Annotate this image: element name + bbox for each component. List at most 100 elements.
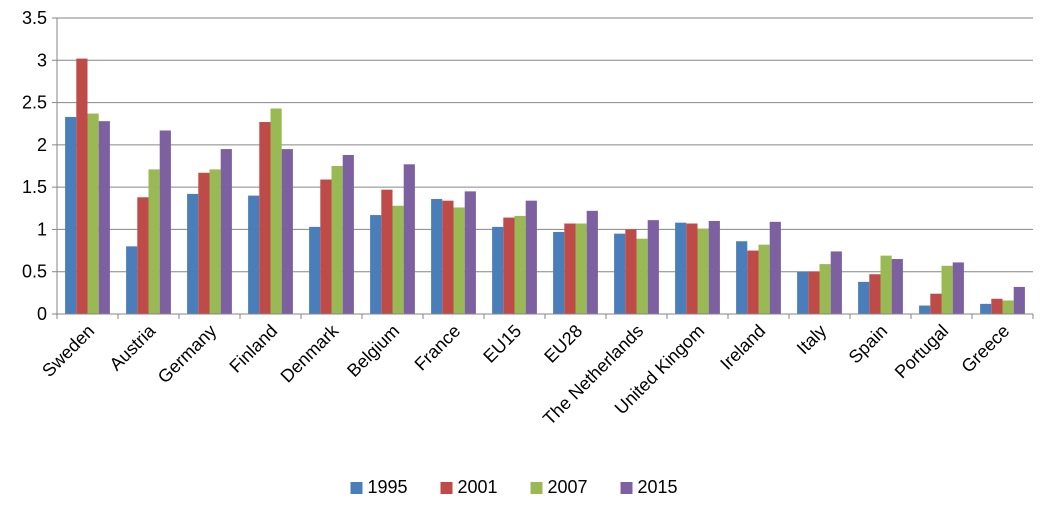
- bar-2015-denmark: [342, 155, 354, 314]
- y-tick-label: 3.5: [22, 8, 47, 28]
- bar-2007-denmark: [331, 166, 343, 314]
- bar-2001-finland: [259, 122, 271, 314]
- bar-2001-italy: [808, 271, 820, 314]
- bar-2015-portugal: [952, 262, 964, 314]
- legend-swatch: [620, 482, 633, 494]
- bar-1995-finland: [248, 195, 260, 314]
- y-tick-label: 0.5: [22, 262, 47, 282]
- legend-item-2007: 2007: [530, 477, 588, 497]
- bar-2001-sweden: [76, 58, 88, 314]
- bar-2001-greece: [991, 298, 1003, 314]
- bar-1995-united-kingom: [675, 222, 687, 314]
- bar-1995-greece: [980, 303, 992, 314]
- y-tick-label: 1: [37, 219, 47, 239]
- bar-1995-portugal: [919, 305, 931, 314]
- bar-2015-the-netherlands: [647, 220, 659, 314]
- x-tick-label: France: [411, 321, 465, 375]
- y-axis-tick-labels: 0 0.5 1 1.5 2 2.5 3 3.5: [22, 8, 47, 324]
- bars: [65, 58, 1025, 315]
- bar-2007-germany: [209, 169, 221, 314]
- legend-label: 2015: [638, 477, 678, 497]
- y-tick-label: 2: [37, 135, 47, 155]
- bar-2015-eu15: [525, 200, 537, 314]
- legend-label: 2001: [458, 477, 498, 497]
- bar-1995-germany: [187, 193, 199, 314]
- legend-item-2001: 2001: [440, 477, 498, 497]
- bar-2007-greece: [1002, 300, 1014, 314]
- x-tick-label: Austria: [106, 320, 160, 374]
- bar-1995-belgium: [370, 215, 382, 314]
- legend-label: 1995: [368, 477, 408, 497]
- bar-2015-eu28: [586, 210, 598, 314]
- x-tick-label: Belgium: [343, 321, 403, 381]
- legend: 1995 2001 2007 2015: [350, 477, 678, 497]
- bar-2015-belgium: [403, 164, 415, 314]
- bar-2015-ireland: [769, 221, 781, 314]
- x-tick-label: Portugal: [891, 321, 953, 383]
- bar-1995-the-netherlands: [614, 233, 626, 314]
- x-tick-label: Greece: [957, 321, 1013, 377]
- bar-2015-italy: [830, 251, 842, 314]
- legend-label: 2007: [548, 477, 588, 497]
- bar-2001-france: [442, 200, 454, 314]
- bar-2015-austria: [159, 130, 171, 314]
- bar-2007-spain: [880, 255, 892, 314]
- legend-swatch: [350, 482, 363, 494]
- x-tick-label: Germany: [154, 321, 220, 387]
- bar-2007-portugal: [941, 265, 953, 314]
- bar-2015-sweden: [98, 121, 110, 314]
- bar-2007-france: [453, 207, 465, 314]
- axes: [52, 17, 1034, 319]
- y-tick-label: 1.5: [22, 177, 47, 197]
- bar-2007-finland: [270, 108, 282, 315]
- bar-2001-portugal: [930, 293, 942, 314]
- bar-1995-spain: [858, 281, 870, 314]
- bar-2015-united-kingom: [708, 220, 720, 314]
- x-tick-label: Denmark: [277, 320, 343, 386]
- x-tick-label: Italy: [793, 321, 830, 358]
- bar-2001-eu28: [564, 223, 576, 314]
- bar-1995-eu15: [492, 226, 504, 314]
- bar-2015-finland: [281, 149, 293, 314]
- bar-2007-eu28: [575, 223, 587, 314]
- x-tick-label: Spain: [845, 321, 892, 368]
- bar-2015-france: [464, 191, 476, 314]
- bar-2001-ireland: [747, 250, 759, 314]
- bar-2007-sweden: [87, 113, 99, 315]
- bar-1995-ireland: [736, 241, 748, 314]
- bar-2015-greece: [1013, 286, 1025, 314]
- bar-2007-austria: [148, 169, 160, 314]
- x-tick-label: Sweden: [38, 321, 98, 381]
- bar-1995-austria: [126, 246, 138, 314]
- bar-2015-germany: [220, 149, 232, 314]
- legend-item-2015: 2015: [620, 477, 678, 497]
- bar-1995-denmark: [309, 226, 321, 314]
- bar-1995-france: [431, 198, 443, 314]
- x-tick-label: Finland: [225, 321, 281, 377]
- y-tick-label: 0: [37, 304, 47, 324]
- legend-swatch: [530, 482, 543, 494]
- bar-2001-germany: [198, 172, 210, 314]
- bar-2007-italy: [819, 264, 831, 314]
- bar-2007-the-netherlands: [636, 238, 648, 314]
- bar-2007-belgium: [392, 205, 404, 314]
- legend-item-1995: 1995: [350, 477, 408, 497]
- bar-2001-belgium: [381, 189, 393, 314]
- bar-2007-ireland: [758, 244, 770, 314]
- x-tick-label: Ireland: [716, 321, 769, 374]
- bar-1995-eu28: [553, 231, 565, 314]
- bar-1995-italy: [797, 271, 809, 314]
- bar-2001-austria: [137, 197, 149, 314]
- bar-2001-united-kingom: [686, 223, 698, 314]
- bar-2007-united-kingom: [697, 228, 709, 314]
- legend-swatch: [440, 482, 453, 494]
- x-tick-label: EU15: [479, 321, 525, 367]
- bar-1995-sweden: [65, 116, 77, 314]
- y-tick-label: 2.5: [22, 93, 47, 113]
- bar-2007-eu15: [514, 215, 526, 314]
- y-tick-label: 3: [37, 50, 47, 70]
- bar-2015-spain: [891, 259, 903, 314]
